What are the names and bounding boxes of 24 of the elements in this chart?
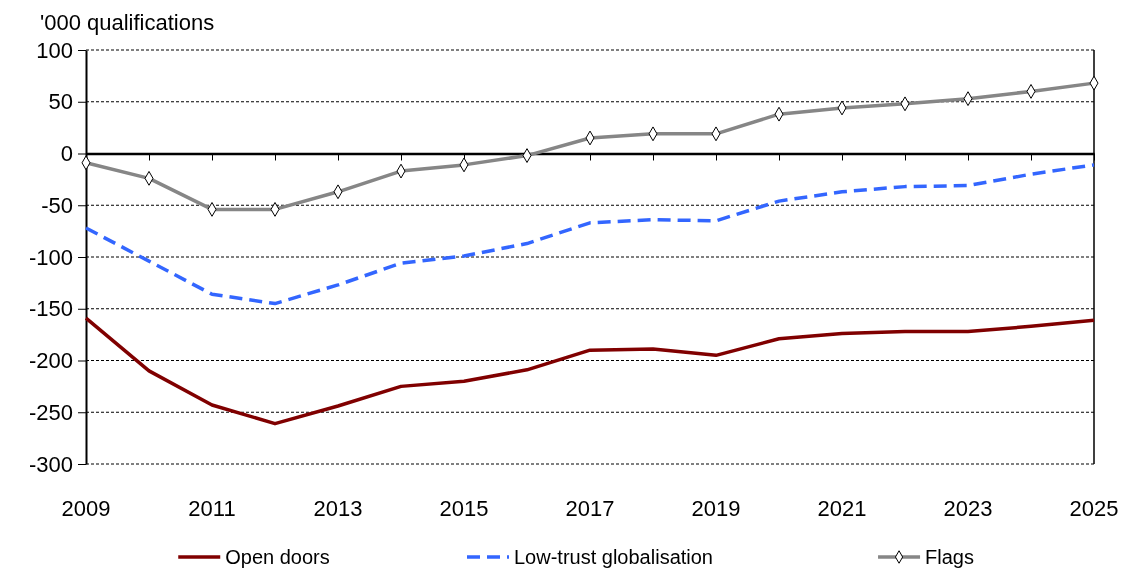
x-tick-label: 2017 (565, 496, 615, 521)
legend-label: Low-trust globalisation (514, 546, 713, 568)
y-tick-label: 50 (48, 89, 73, 115)
y-tick-label: -300 (28, 451, 73, 477)
x-tick-label: 2011 (188, 496, 236, 521)
x-tick-label: 2023 (943, 496, 993, 521)
y-tick-label: 0 (60, 141, 73, 167)
x-tick-label: 2015 (439, 496, 489, 521)
y-tick-label: 100 (36, 37, 73, 63)
y-axis-title: '000 qualifications (40, 10, 215, 35)
line-series (84, 316, 1096, 426)
x-tick-label: 2019 (691, 496, 741, 521)
y-tick-label: -150 (28, 296, 73, 322)
y-tick-label: -200 (28, 348, 73, 374)
y-tick-label: -100 (28, 244, 73, 270)
y-tick-label: -250 (28, 399, 73, 425)
x-tick-label: 2009 (61, 496, 111, 521)
legend-label: Open doors (225, 546, 330, 568)
x-tick-label: 2013 (313, 496, 363, 521)
x-tick-label: 2021 (817, 496, 867, 521)
line-series (84, 163, 1096, 306)
x-tick-label: 2025 (1069, 496, 1119, 521)
legend-label: Flags (925, 546, 974, 568)
y-tick-label: -50 (41, 192, 73, 218)
